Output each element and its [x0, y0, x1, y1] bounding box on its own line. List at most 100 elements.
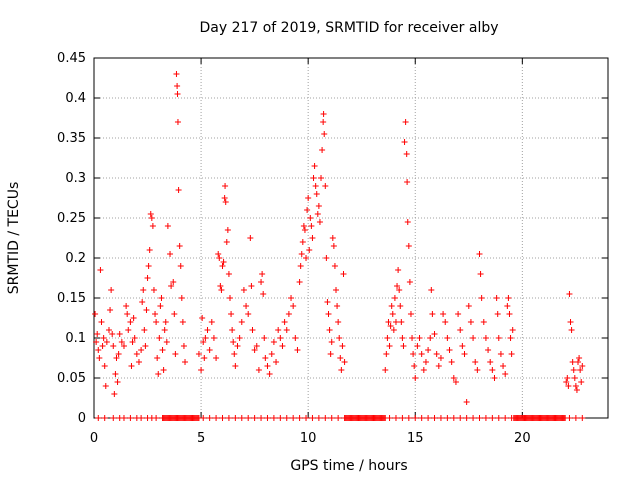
- data-point: [382, 367, 389, 373]
- data-point: [329, 235, 336, 241]
- data-point: [322, 183, 329, 189]
- data-point: [220, 259, 227, 265]
- data-point: [476, 251, 483, 257]
- data-point: [482, 335, 489, 341]
- y-tick-label: 0.25: [57, 211, 86, 226]
- zero-point: [495, 415, 502, 421]
- data-point: [204, 327, 211, 333]
- data-point: [463, 399, 470, 405]
- data-point: [404, 219, 411, 225]
- zero-point: [283, 415, 290, 421]
- data-point: [177, 263, 184, 269]
- data-point: [480, 319, 487, 325]
- zero-point: [386, 415, 393, 421]
- data-point: [470, 335, 477, 341]
- data-point: [258, 279, 265, 285]
- zero-point: [290, 415, 297, 421]
- data-point: [219, 263, 226, 269]
- data-point: [311, 163, 318, 169]
- data-point: [402, 119, 409, 125]
- data-point: [168, 283, 175, 289]
- data-point: [253, 343, 260, 349]
- data-point: [563, 379, 570, 385]
- data-point: [428, 287, 435, 293]
- data-point: [303, 255, 310, 261]
- data-point: [450, 375, 457, 381]
- data-point: [465, 303, 472, 309]
- data-point: [569, 359, 576, 365]
- data-point: [138, 347, 145, 353]
- data-point: [270, 339, 277, 345]
- data-point: [442, 319, 449, 325]
- data-point: [399, 335, 406, 341]
- data-point: [288, 295, 295, 301]
- zero-point: [566, 415, 573, 421]
- data-point: [216, 255, 223, 261]
- data-point: [107, 307, 114, 313]
- data-point: [405, 243, 412, 249]
- data-point: [178, 295, 185, 301]
- data-point: [248, 283, 255, 289]
- data-point: [145, 263, 152, 269]
- data-point: [238, 319, 245, 325]
- data-point: [318, 175, 325, 181]
- data-point: [422, 359, 429, 365]
- data-point: [337, 355, 344, 361]
- data-point: [508, 351, 515, 357]
- y-tick-label: 0.05: [57, 371, 86, 386]
- data-point: [149, 223, 156, 229]
- data-point: [326, 327, 333, 333]
- data-point: [236, 335, 243, 341]
- data-point: [437, 355, 444, 361]
- data-point: [507, 335, 514, 341]
- data-point: [175, 187, 182, 193]
- data-point: [247, 235, 254, 241]
- data-point: [489, 367, 496, 373]
- data-point: [199, 315, 206, 321]
- data-point: [328, 339, 335, 345]
- data-point: [506, 311, 513, 317]
- data-point: [564, 375, 571, 381]
- zero-point: [437, 415, 444, 421]
- data-point: [113, 355, 120, 361]
- data-point: [94, 331, 101, 337]
- zero-point: [270, 415, 277, 421]
- data-point: [140, 287, 147, 293]
- data-point: [290, 303, 297, 309]
- data-point: [210, 335, 217, 341]
- x-tick-labels: 0 5 10 15 20: [90, 431, 531, 446]
- data-point: [575, 359, 582, 365]
- zero-point: [138, 415, 145, 421]
- zero-point: [463, 415, 470, 421]
- data-point: [477, 271, 484, 277]
- data-point: [504, 303, 511, 309]
- data-point: [228, 311, 235, 317]
- data-point: [304, 207, 311, 213]
- data-point: [309, 235, 316, 241]
- zero-point: [425, 415, 432, 421]
- data-point: [174, 83, 181, 89]
- zero-point: [101, 415, 108, 421]
- data-point: [495, 335, 502, 341]
- data-point: [572, 383, 579, 389]
- data-point: [152, 311, 159, 317]
- data-point: [310, 175, 317, 181]
- data-point: [457, 327, 464, 333]
- data-point: [391, 295, 398, 301]
- data-point: [306, 247, 313, 253]
- data-point: [112, 371, 119, 377]
- data-point: [99, 343, 106, 349]
- data-point: [418, 351, 425, 357]
- data-point: [146, 247, 153, 253]
- data-point: [292, 335, 299, 341]
- y-tick-label: 0.2: [65, 251, 86, 266]
- data-point: [410, 351, 417, 357]
- zero-point: [264, 415, 271, 421]
- data-point: [172, 351, 179, 357]
- data-point: [281, 319, 288, 325]
- data-point: [320, 111, 327, 117]
- data-point: [147, 211, 154, 217]
- data-point: [234, 343, 241, 349]
- zero-point: [470, 415, 477, 421]
- zero-point: [225, 415, 232, 421]
